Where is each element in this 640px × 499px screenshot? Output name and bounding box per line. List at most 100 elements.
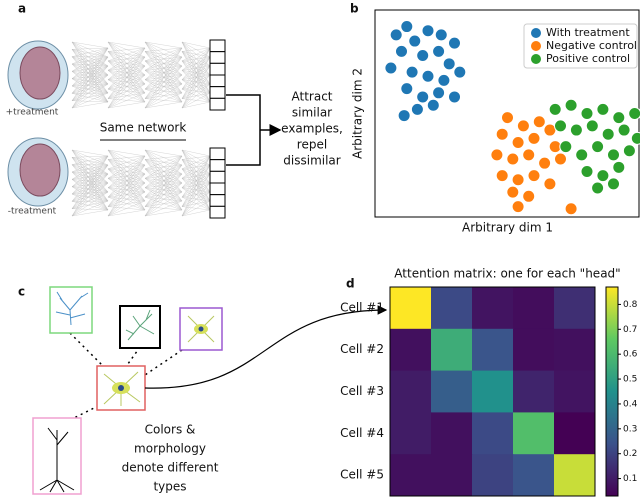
edge xyxy=(181,92,211,99)
edge xyxy=(144,51,183,67)
edge xyxy=(107,178,146,193)
edge xyxy=(107,159,146,202)
edge xyxy=(181,187,211,202)
vector-cell xyxy=(209,194,226,207)
edge xyxy=(144,200,183,217)
legend-marker xyxy=(531,54,541,64)
edge xyxy=(144,191,183,207)
edge xyxy=(144,74,183,90)
edge xyxy=(107,65,146,71)
edge xyxy=(71,182,109,195)
edge xyxy=(181,70,211,85)
edge xyxy=(107,168,146,202)
heatmap-cell xyxy=(390,328,432,372)
edge xyxy=(181,83,211,109)
edge xyxy=(144,155,183,179)
edge xyxy=(71,56,109,109)
edge xyxy=(181,149,211,184)
colorbar-tick-label: 0.7 xyxy=(623,325,637,335)
point xyxy=(421,24,435,38)
edge xyxy=(181,149,211,166)
edge xyxy=(144,155,183,169)
edge xyxy=(107,56,146,62)
colorbar-tick-label: 0.3 xyxy=(623,424,637,434)
neuron-box xyxy=(119,305,161,349)
point xyxy=(384,61,398,75)
point xyxy=(612,111,626,125)
edge xyxy=(181,60,211,85)
edge xyxy=(181,178,211,193)
heatmap-cell xyxy=(390,287,432,330)
edge xyxy=(181,173,211,179)
edge xyxy=(107,155,146,169)
edge xyxy=(181,149,211,175)
legend-label: Negative control xyxy=(546,39,637,52)
edge xyxy=(107,88,146,94)
point xyxy=(426,98,440,112)
point xyxy=(389,28,403,42)
point xyxy=(522,189,536,203)
edge xyxy=(144,182,183,188)
panel-label: b xyxy=(350,2,359,16)
edge xyxy=(144,178,183,184)
edge xyxy=(144,155,183,198)
neuron xyxy=(103,371,141,406)
edge xyxy=(181,47,211,90)
edge xyxy=(107,159,146,184)
edge xyxy=(181,83,211,90)
point xyxy=(527,169,541,183)
edge xyxy=(107,168,146,193)
edge xyxy=(107,187,146,211)
point xyxy=(448,36,461,50)
edge xyxy=(107,56,146,109)
edge xyxy=(144,209,183,217)
edge xyxy=(181,155,211,188)
edge xyxy=(181,173,211,217)
edge xyxy=(181,155,211,179)
heatmap-cell xyxy=(431,412,473,455)
edge xyxy=(107,74,146,109)
point xyxy=(410,102,424,116)
edge xyxy=(71,65,109,101)
edge xyxy=(181,60,211,76)
point xyxy=(516,119,530,133)
label: examples, xyxy=(281,122,343,136)
edge xyxy=(181,70,211,103)
edge xyxy=(107,60,146,67)
edge xyxy=(107,164,146,217)
heatmap-cell xyxy=(554,287,596,330)
edge xyxy=(144,47,183,61)
edge xyxy=(107,155,146,198)
edge xyxy=(107,173,146,217)
edge xyxy=(107,47,146,52)
edge xyxy=(144,47,183,90)
edge xyxy=(71,182,109,187)
edge xyxy=(107,155,146,207)
edge xyxy=(181,51,211,94)
edge xyxy=(71,83,109,109)
edge xyxy=(181,47,211,71)
point xyxy=(416,90,430,104)
edge xyxy=(144,83,183,109)
edge xyxy=(71,155,109,180)
edge xyxy=(71,65,109,72)
edge xyxy=(71,209,109,217)
edge xyxy=(144,159,183,166)
label: denote different xyxy=(122,461,219,475)
edge xyxy=(71,149,109,157)
colorbar-tick-label: 0.1 xyxy=(623,474,637,484)
heatmap-cell xyxy=(431,328,473,372)
point xyxy=(434,28,448,42)
point xyxy=(575,148,589,162)
edge xyxy=(144,98,183,103)
edge xyxy=(144,155,183,188)
edge xyxy=(181,191,211,217)
point xyxy=(442,57,456,71)
point xyxy=(554,119,567,133)
edge xyxy=(71,56,109,94)
neuron xyxy=(55,291,89,326)
edge xyxy=(181,51,211,67)
edge xyxy=(71,155,109,173)
legend-marker xyxy=(531,28,541,38)
edge xyxy=(144,79,183,103)
